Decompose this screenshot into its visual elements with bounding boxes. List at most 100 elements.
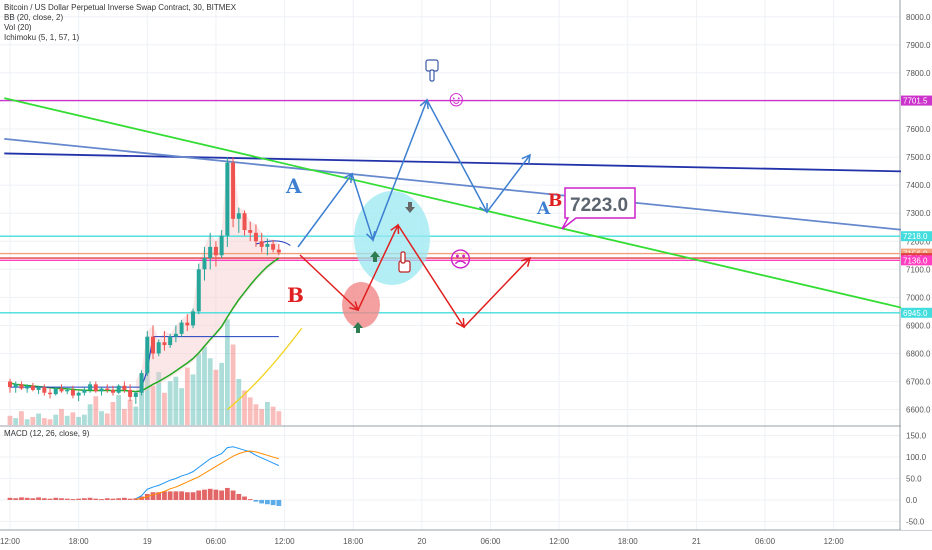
scenario-a-label: A [285, 174, 302, 198]
volume-bar [59, 408, 64, 425]
hand-finger [400, 251, 406, 264]
volume-bar [162, 392, 167, 425]
candle-body [202, 258, 207, 270]
macd-histogram-bar [76, 498, 82, 500]
volume-bar [64, 415, 70, 425]
candle-body [133, 392, 138, 397]
macd-histogram-bar [253, 499, 259, 502]
candle-body [271, 244, 276, 250]
macd-histogram-bar [104, 498, 110, 500]
price-tick-label: 6800.0 [906, 349, 931, 358]
time-tick-label: 06:00 [755, 537, 776, 546]
time-axis[interactable]: 12:00 18:00 19 06:00 12:00 18:00 20 06:00 12:00 1… [0, 531, 932, 550]
volume-bar [236, 379, 242, 425]
candle-body [259, 241, 264, 247]
candle-body [236, 213, 241, 219]
volume-bar [116, 395, 122, 425]
macd-legend: MACD (12, 26, close, 9) [4, 429, 89, 439]
time-tick-label: 20 [417, 537, 426, 546]
macd-histogram-bar [276, 499, 282, 506]
trendline[interactable] [4, 152, 932, 173]
candle-body [231, 162, 236, 219]
macd-axis[interactable]: 150.0 100.0 50.0 0.0 -50.0 [906, 432, 927, 527]
macd-histogram-bar [247, 499, 253, 501]
scenario-a-line[interactable] [297, 98, 531, 248]
volume-bar [24, 419, 30, 425]
price-tick-label: 7100.0 [906, 265, 931, 274]
ichimoku-line [255, 240, 291, 246]
trendline[interactable] [4, 97, 932, 321]
scenario-b-path[interactable] [299, 223, 532, 329]
macd-histogram-bar [150, 492, 156, 500]
volume-bar [224, 319, 230, 425]
price-callout[interactable]: 7223.0 [561, 187, 636, 230]
macd-histogram-bar [64, 498, 70, 500]
candle-body [19, 384, 24, 389]
candle-body [276, 249, 281, 253]
trendlines[interactable] [4, 97, 932, 321]
macd-histogram-bar [230, 490, 236, 500]
price-level-tag [901, 95, 932, 106]
price-tick-label: 7200.0 [906, 237, 931, 246]
indicator-bb-label[interactable]: BB (20, close, 2) [4, 13, 64, 22]
time-tick-label: 12:00 [824, 537, 845, 546]
macd-histogram-bar [156, 492, 162, 500]
indicator-macd-label[interactable]: MACD (12, 26, close, 9) [4, 429, 90, 438]
volume-bar [30, 416, 36, 425]
macd-histogram-bar [7, 497, 13, 500]
volume-bar [207, 358, 213, 425]
pointing-hand-icon [425, 59, 439, 82]
candle-body [99, 388, 104, 392]
price-tick-label: 8000.0 [906, 13, 931, 22]
price-tick-label: 7300.0 [906, 209, 931, 218]
trendline[interactable] [4, 137, 932, 236]
macd-histogram-bar [167, 491, 173, 500]
macd-histogram-bar [30, 498, 36, 500]
macd-histogram-bar [259, 499, 265, 504]
ichimoku-line [10, 336, 279, 388]
candle-body [162, 342, 167, 346]
time-tick-label: 06:00 [206, 537, 227, 546]
candle-body [173, 333, 178, 337]
price-tick-label: 7400.0 [906, 181, 931, 190]
macd-tick-label: -50.0 [906, 517, 925, 526]
indicator-vol-label[interactable]: Vol (20) [4, 23, 32, 32]
candle-body [191, 311, 196, 326]
price-tick-label: 7500.0 [906, 153, 931, 162]
drawings[interactable]: A B A B ☺ ☹ 7223.0 [285, 59, 636, 333]
candles [8, 157, 281, 404]
happy-face-icon: ☺ [445, 86, 467, 111]
price-tick-label: 6700.0 [906, 378, 931, 387]
scenario-a-path[interactable] [297, 98, 531, 248]
price-level-tag [901, 255, 932, 266]
volume-bar [127, 399, 133, 425]
candle-body [156, 342, 161, 354]
up-arrow-icon [370, 251, 380, 262]
macd-histogram-bar [13, 498, 19, 500]
macd-histogram-bar [110, 498, 116, 500]
macd-histogram-bar [53, 497, 59, 500]
volume-bar [47, 419, 53, 425]
macd-tick-label: 150.0 [906, 432, 927, 441]
time-tick-label: 19 [143, 537, 152, 546]
volume-bar [230, 344, 236, 425]
macd-histogram-bar [41, 498, 47, 500]
candle-body [265, 244, 270, 247]
horizontal-levels[interactable] [0, 99, 900, 314]
candle-body [53, 388, 58, 395]
macd-histogram-bar [265, 499, 270, 505]
candle-body [65, 389, 70, 392]
price-tick-label: 7900.0 [906, 41, 931, 50]
candle-body [213, 246, 218, 256]
price-tick-label: 6900.0 [906, 321, 931, 330]
price-level-tag [901, 307, 932, 318]
price-tick-label: 7600.0 [906, 125, 931, 134]
volume-bar [219, 362, 225, 425]
volume-bar [19, 411, 24, 425]
volume-bar [110, 402, 116, 425]
macd-histogram-bar [122, 497, 127, 500]
volume-bar [196, 353, 202, 425]
indicator-ichimoku-label[interactable]: Ichimoku (5, 1, 57, 1) [4, 33, 80, 42]
macd-histogram-bar [213, 489, 219, 500]
